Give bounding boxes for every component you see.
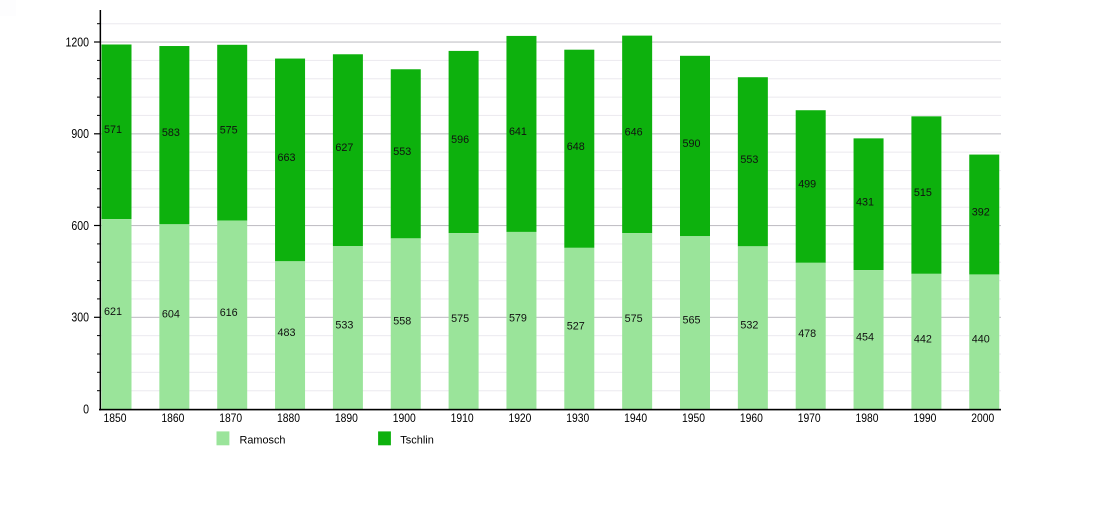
svg-text:1870: 1870	[219, 411, 242, 425]
svg-text:533: 533	[335, 320, 353, 332]
svg-text:1920: 1920	[508, 411, 531, 425]
svg-text:532: 532	[740, 320, 758, 332]
svg-text:1880: 1880	[277, 411, 300, 425]
svg-text:575: 575	[451, 313, 469, 325]
svg-text:553: 553	[393, 146, 411, 158]
svg-text:648: 648	[567, 141, 585, 153]
svg-text:1960: 1960	[740, 411, 763, 425]
svg-text:641: 641	[509, 126, 527, 138]
svg-text:1910: 1910	[451, 411, 474, 425]
svg-text:527: 527	[567, 320, 585, 332]
svg-text:646: 646	[625, 126, 643, 138]
svg-text:440: 440	[972, 334, 990, 346]
svg-text:621: 621	[104, 306, 122, 318]
svg-text:596: 596	[451, 134, 469, 146]
svg-text:1200: 1200	[66, 34, 90, 49]
svg-text:1970: 1970	[798, 411, 821, 425]
svg-text:627: 627	[335, 142, 353, 154]
svg-text:478: 478	[798, 328, 816, 340]
svg-text:1980: 1980	[856, 411, 879, 425]
svg-text:565: 565	[683, 315, 701, 327]
svg-text:579: 579	[509, 312, 527, 324]
svg-text:392: 392	[972, 207, 990, 219]
svg-text:1860: 1860	[161, 411, 184, 425]
svg-text:454: 454	[856, 332, 874, 344]
svg-text:1940: 1940	[624, 411, 647, 425]
svg-text:553: 553	[740, 154, 758, 166]
svg-text:515: 515	[914, 187, 932, 199]
svg-text:499: 499	[798, 179, 816, 191]
svg-text:1890: 1890	[335, 411, 358, 425]
svg-text:2000: 2000	[971, 411, 994, 425]
svg-text:431: 431	[856, 196, 874, 208]
svg-text:575: 575	[220, 125, 238, 137]
svg-text:0: 0	[83, 401, 89, 416]
svg-text:583: 583	[162, 127, 180, 139]
svg-text:1930: 1930	[566, 411, 589, 425]
svg-text:Tschlin: Tschlin	[400, 435, 434, 447]
svg-text:571: 571	[104, 124, 122, 136]
svg-text:483: 483	[278, 327, 296, 339]
svg-text:900: 900	[71, 126, 89, 141]
svg-text:558: 558	[393, 316, 411, 328]
svg-text:590: 590	[683, 138, 701, 150]
svg-text:600: 600	[71, 218, 89, 233]
svg-text:1950: 1950	[682, 411, 705, 425]
svg-text:300: 300	[71, 310, 89, 325]
svg-text:575: 575	[625, 313, 643, 325]
svg-text:1900: 1900	[393, 411, 416, 425]
svg-text:663: 663	[278, 152, 296, 164]
svg-text:604: 604	[162, 309, 180, 321]
svg-text:1990: 1990	[913, 411, 936, 425]
svg-text:442: 442	[914, 333, 932, 345]
svg-text:1850: 1850	[104, 411, 127, 425]
svg-text:Ramosch: Ramosch	[240, 435, 286, 447]
svg-text:616: 616	[220, 307, 238, 319]
